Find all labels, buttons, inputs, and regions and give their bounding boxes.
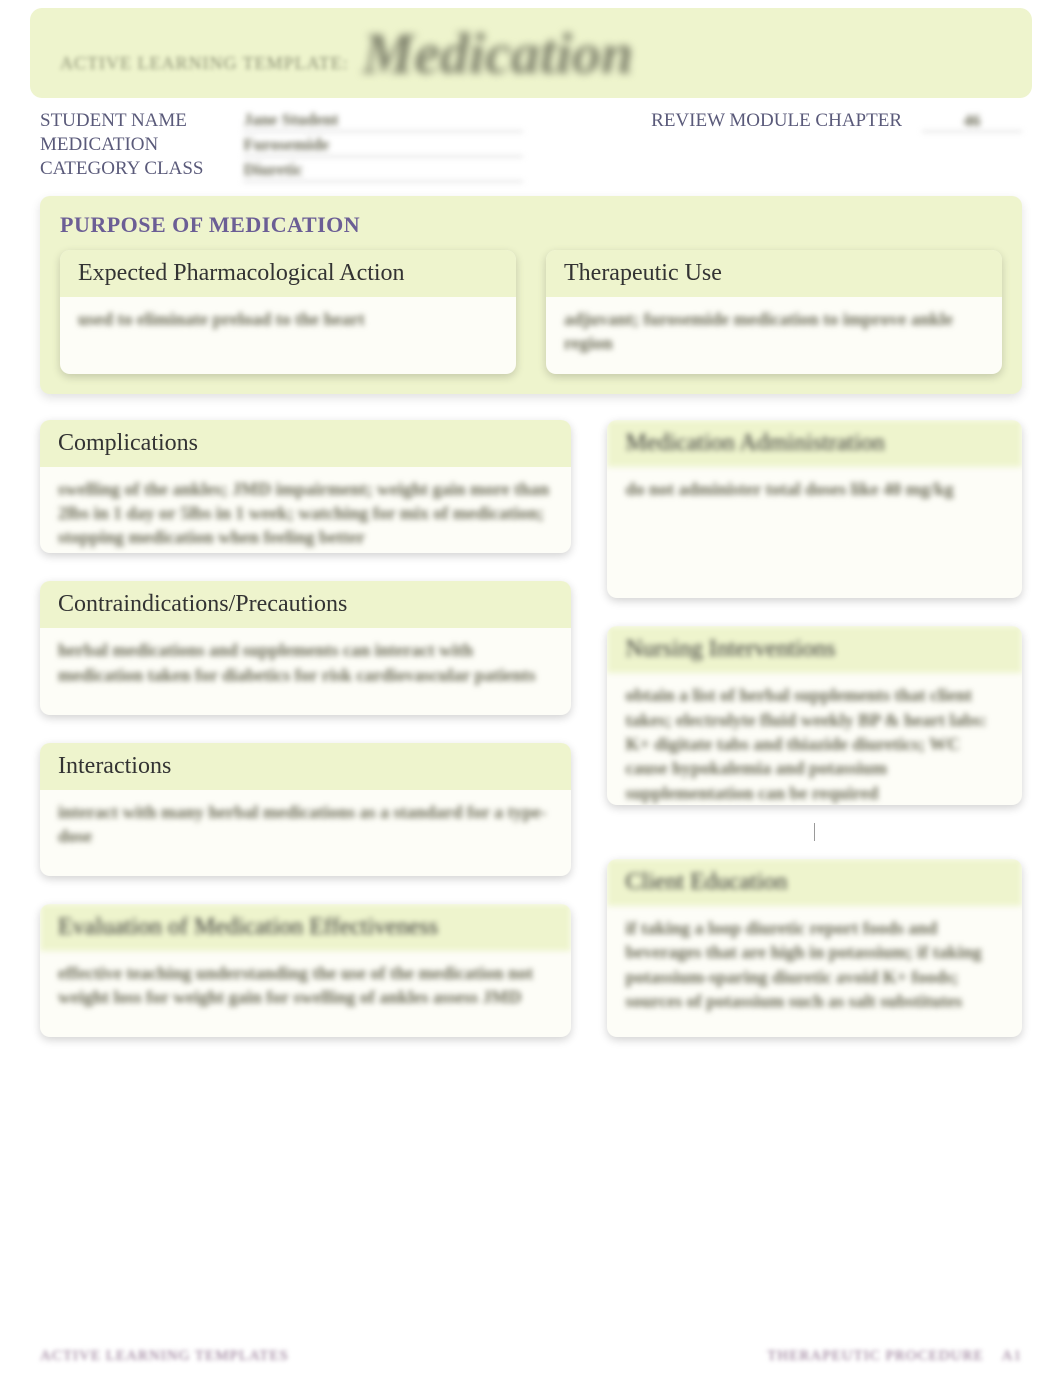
columns: Complications swelling of the ankles; JM… [30, 420, 1032, 1038]
purpose-block: PURPOSE OF MEDICATION Expected Pharmacol… [40, 196, 1022, 394]
body-eval: effective teaching understanding the use… [40, 951, 571, 1028]
label-medication: MEDICATION [40, 134, 203, 156]
value-medication: Furosemide [243, 135, 523, 157]
body-admin: do not administer total doses like 40 mg… [607, 467, 1022, 587]
meta-row: STUDENT NAME MEDICATION CATEGORY CLASS J… [30, 110, 1032, 196]
purpose-title: PURPOSE OF MEDICATION [60, 212, 1002, 238]
card-pharm-action: Expected Pharmacological Action used to … [60, 250, 516, 374]
card-eval: Evaluation of Medication Effectiveness e… [40, 904, 571, 1037]
header-nursing: Nursing Interventions [607, 626, 1022, 673]
footer-page: A1 [1002, 1348, 1022, 1365]
header-complications: Complications [40, 420, 571, 467]
header-admin: Medication Administration [607, 420, 1022, 467]
meta-values: Jane Student Furosemide Diuretic [243, 110, 523, 182]
body-client-ed: if taking a loop diuretic report foods a… [607, 906, 1022, 1031]
footer-right-text: THERAPEUTIC PROCEDURE [767, 1348, 983, 1365]
page: ACTIVE LEARNING TEMPLATE: Medication STU… [0, 8, 1062, 1385]
value-chapter: 46 [922, 111, 1022, 132]
card-client-ed: Client Education if taking a loop diuret… [607, 859, 1022, 1038]
header-interactions: Interactions [40, 743, 571, 790]
header-contra: Contraindications/Precautions [40, 581, 571, 628]
body-contra: herbal medications and supplements can i… [40, 628, 571, 705]
value-student: Jane Student [243, 110, 523, 132]
meta-right: REVIEW MODULE CHAPTER 46 [651, 110, 1022, 132]
header-eval: Evaluation of Medication Effectiveness [40, 904, 571, 951]
value-category: Diuretic [243, 160, 523, 182]
label-student: STUDENT NAME [40, 110, 203, 132]
header-pharm-action: Expected Pharmacological Action [60, 250, 516, 297]
purpose-row: Expected Pharmacological Action used to … [60, 250, 1002, 374]
connector-line [607, 823, 1022, 841]
footer-left: ACTIVE LEARNING TEMPLATES [40, 1348, 289, 1365]
label-category: CATEGORY CLASS [40, 158, 203, 180]
body-interactions: interact with many herbal medications as… [40, 790, 571, 867]
card-therapeutic-use: Therapeutic Use adjuvant; furosemide med… [546, 250, 1002, 374]
title-banner: ACTIVE LEARNING TEMPLATE: Medication [30, 8, 1032, 98]
card-admin: Medication Administration do not adminis… [607, 420, 1022, 599]
banner-title: Medication [363, 28, 634, 80]
card-complications: Complications swelling of the ankles; JM… [40, 420, 571, 553]
card-nursing: Nursing Interventions obtain a list of h… [607, 626, 1022, 805]
body-complications: swelling of the ankles; JMD impairment; … [40, 467, 571, 553]
footer: ACTIVE LEARNING TEMPLATES THERAPEUTIC PR… [40, 1348, 1022, 1365]
body-nursing: obtain a list of herbal supplements that… [607, 673, 1022, 805]
body-therapeutic-use: adjuvant; furosemide medication to impro… [546, 297, 1002, 374]
right-column: Medication Administration do not adminis… [607, 420, 1022, 1038]
label-review-chapter: REVIEW MODULE CHAPTER [651, 110, 902, 132]
meta-labels: STUDENT NAME MEDICATION CATEGORY CLASS [40, 110, 203, 182]
card-contra: Contraindications/Precautions herbal med… [40, 581, 571, 714]
header-therapeutic-use: Therapeutic Use [546, 250, 1002, 297]
body-pharm-action: used to eliminate preload to the heart [60, 297, 516, 349]
card-interactions: Interactions interact with many herbal m… [40, 743, 571, 876]
footer-right: THERAPEUTIC PROCEDURE A1 [767, 1348, 1022, 1365]
left-column: Complications swelling of the ankles; JM… [40, 420, 571, 1038]
meta-left: STUDENT NAME MEDICATION CATEGORY CLASS J… [40, 110, 523, 182]
header-client-ed: Client Education [607, 859, 1022, 906]
banner-prefix: ACTIVE LEARNING TEMPLATE: [60, 53, 349, 74]
